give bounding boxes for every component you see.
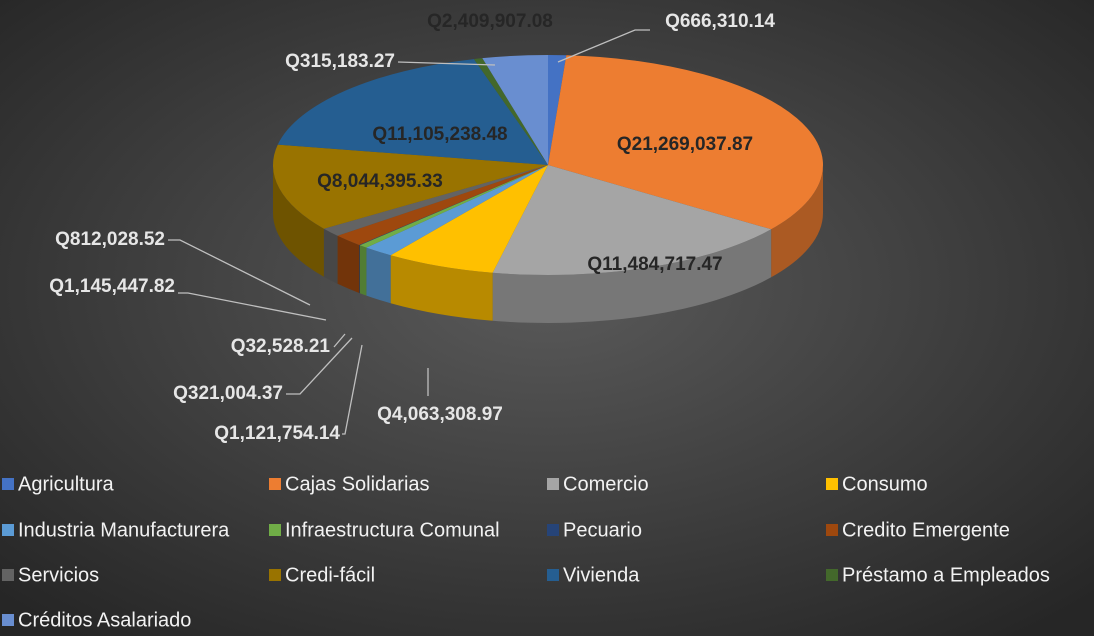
leader-line — [342, 344, 363, 435]
slice-side — [492, 229, 772, 323]
legend-label: Credito Emergente — [842, 519, 1010, 541]
data-label: Q2,409,907.08 — [427, 11, 553, 32]
legend-swatch — [269, 524, 281, 536]
leader-line — [178, 292, 327, 321]
data-label: Q666,310.14 — [665, 11, 775, 32]
legend-swatch — [547, 478, 559, 490]
slice-side — [771, 165, 823, 278]
legend-label: Servicios — [18, 564, 99, 586]
legend-label: Industria Manufacturera — [18, 519, 230, 541]
legend-label: Infraestructura Comunal — [285, 519, 500, 541]
data-label: Q21,269,037.87 — [617, 134, 753, 155]
legend-label: Agricultura — [18, 473, 114, 495]
legend-swatch — [269, 569, 281, 581]
legend-swatch — [269, 478, 281, 490]
legend-label: Cajas Solidarias — [285, 473, 430, 495]
legend-label: Vivienda — [563, 564, 640, 586]
data-label: Q32,528.21 — [231, 336, 331, 357]
slice — [323, 165, 548, 236]
leader-line — [557, 29, 650, 63]
data-label: Q11,484,717.47 — [587, 254, 722, 275]
slice — [492, 165, 772, 276]
legend-swatch — [2, 569, 14, 581]
legend-swatch — [826, 569, 838, 581]
leader-line — [168, 239, 311, 306]
data-label: Q812,028.52 — [55, 229, 165, 250]
slice — [548, 55, 567, 165]
data-label: Q8,044,395.33 — [317, 171, 443, 192]
slice-side — [359, 245, 367, 296]
legend-label: Comercio — [563, 473, 649, 495]
slice — [366, 165, 548, 256]
data-label: Q321,004.37 — [173, 383, 283, 404]
legend-label: Pecuario — [563, 519, 642, 541]
slice — [482, 55, 548, 165]
data-label: Q4,063,308.97 — [377, 404, 503, 425]
leader-line — [397, 61, 496, 66]
legend-label: Credi-fácil — [285, 564, 375, 586]
slice — [272, 144, 548, 229]
leader-line — [333, 333, 346, 348]
data-label: Q1,145,447.82 — [49, 276, 175, 297]
legend-swatch — [826, 524, 838, 536]
slice — [337, 165, 548, 245]
legend-swatch — [2, 614, 14, 626]
legend-swatch — [826, 478, 838, 490]
slice-side — [390, 255, 493, 321]
slice-side — [323, 228, 338, 284]
leader-line — [286, 337, 353, 395]
slice — [277, 59, 548, 165]
legend-swatch — [547, 569, 559, 581]
legend-label: Préstamo a Empleados — [842, 564, 1050, 586]
slice-side — [359, 244, 360, 294]
slice — [548, 55, 823, 230]
data-label: Q1,121,754.14 — [214, 423, 340, 444]
slice-side — [366, 247, 391, 304]
legend-label: Créditos Asalariado — [18, 609, 191, 631]
data-label: Q11,105,238.48 — [372, 124, 507, 145]
legend-swatch — [547, 524, 559, 536]
slice — [473, 58, 548, 166]
slice — [390, 165, 548, 273]
legend-swatch — [2, 478, 14, 490]
slice — [359, 165, 548, 248]
legend-label: Consumo — [842, 473, 928, 495]
data-label: Q315,183.27 — [285, 51, 395, 72]
legend-swatch — [2, 524, 14, 536]
slice-side — [273, 165, 324, 277]
slice — [359, 165, 548, 246]
slice-side — [337, 235, 360, 293]
